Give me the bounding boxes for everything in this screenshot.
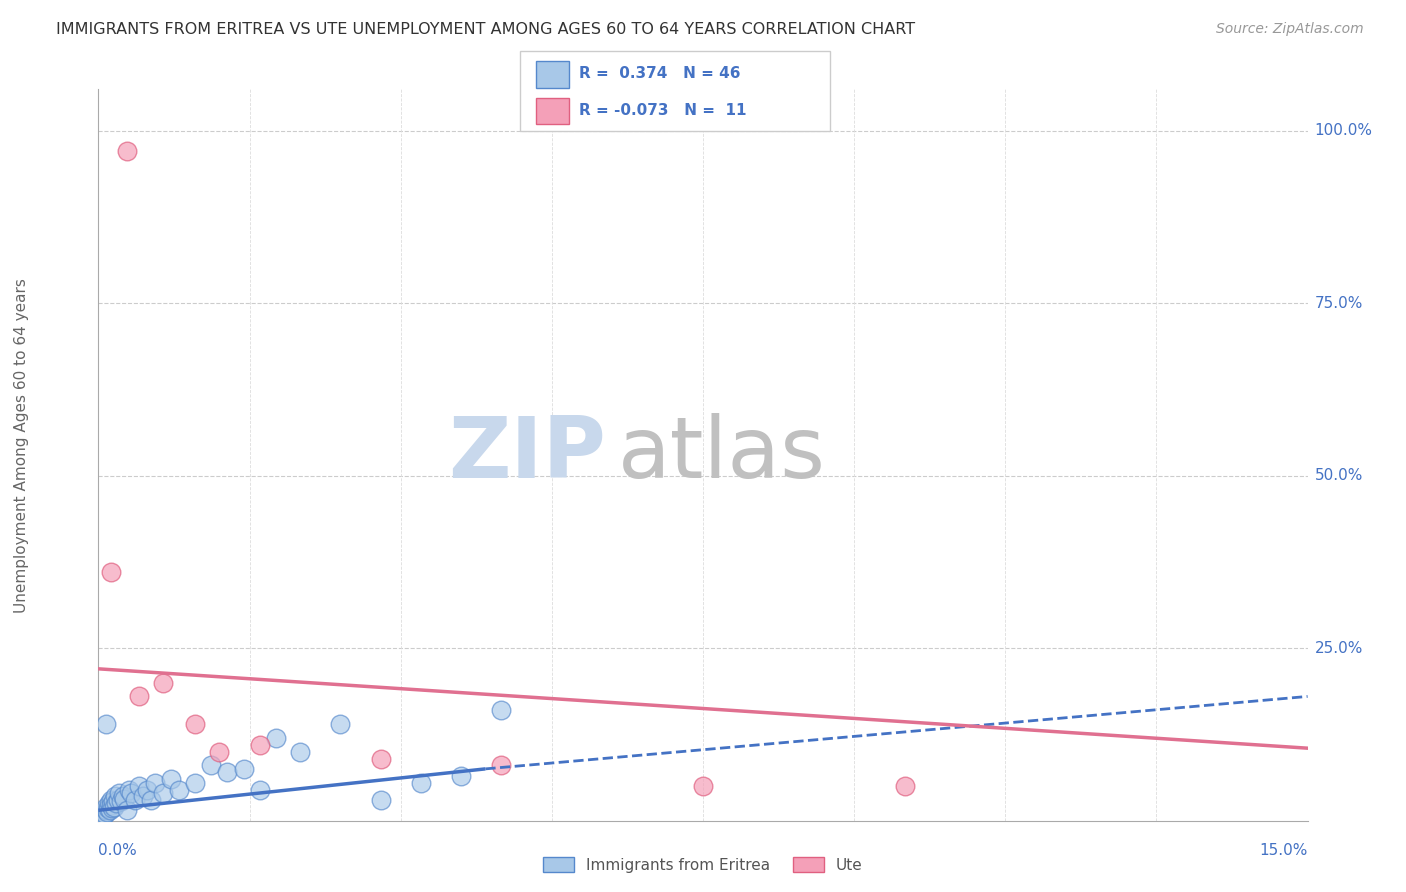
- Point: [491, 703, 513, 717]
- Point: [100, 793, 122, 807]
- Point: [152, 786, 174, 800]
- Point: [108, 786, 131, 800]
- Point: [491, 758, 513, 772]
- Point: [110, 794, 132, 808]
- Point: [249, 782, 271, 797]
- Point: [100, 566, 122, 580]
- Point: [105, 797, 128, 811]
- Text: R = -0.073   N =  11: R = -0.073 N = 11: [579, 103, 747, 118]
- Point: [100, 798, 122, 813]
- Text: 50.0%: 50.0%: [1315, 468, 1362, 483]
- Point: [118, 782, 141, 797]
- Point: [217, 765, 239, 780]
- Point: [160, 772, 183, 787]
- Text: atlas: atlas: [619, 413, 827, 497]
- Text: 0.0%: 0.0%: [98, 843, 138, 858]
- Text: 100.0%: 100.0%: [1315, 123, 1372, 138]
- Point: [288, 745, 311, 759]
- Point: [93, 808, 115, 822]
- Point: [128, 779, 150, 793]
- Point: [120, 786, 142, 800]
- Text: ZIP: ZIP: [449, 413, 606, 497]
- Point: [103, 800, 125, 814]
- Point: [128, 690, 150, 704]
- Point: [112, 791, 135, 805]
- Point: [94, 806, 117, 821]
- Point: [450, 769, 472, 783]
- Point: [91, 810, 114, 824]
- Point: [98, 803, 121, 817]
- Point: [115, 145, 138, 159]
- Point: [97, 801, 120, 815]
- Point: [103, 789, 125, 804]
- Point: [232, 762, 254, 776]
- Point: [135, 782, 157, 797]
- Point: [115, 803, 138, 817]
- Point: [692, 779, 714, 793]
- Point: [184, 775, 207, 789]
- Text: 75.0%: 75.0%: [1315, 295, 1362, 310]
- Point: [893, 779, 915, 793]
- Point: [200, 758, 222, 772]
- Point: [139, 793, 162, 807]
- Point: [101, 794, 124, 808]
- Point: [249, 738, 271, 752]
- Point: [329, 717, 352, 731]
- Text: IMMIGRANTS FROM ERITREA VS UTE UNEMPLOYMENT AMONG AGES 60 TO 64 YEARS CORRELATIO: IMMIGRANTS FROM ERITREA VS UTE UNEMPLOYM…: [56, 22, 915, 37]
- Text: 15.0%: 15.0%: [1260, 843, 1308, 858]
- Text: Source: ZipAtlas.com: Source: ZipAtlas.com: [1216, 22, 1364, 37]
- Point: [184, 717, 207, 731]
- Legend: Immigrants from Eritrea, Ute: Immigrants from Eritrea, Ute: [537, 851, 869, 879]
- Point: [94, 803, 117, 817]
- Point: [101, 801, 124, 815]
- Point: [124, 793, 146, 807]
- Point: [107, 793, 129, 807]
- Point: [370, 751, 392, 765]
- Point: [409, 775, 432, 789]
- Point: [97, 797, 120, 811]
- Point: [132, 789, 155, 804]
- Text: 25.0%: 25.0%: [1315, 640, 1362, 656]
- Point: [167, 782, 190, 797]
- Text: Unemployment Among Ages 60 to 64 years: Unemployment Among Ages 60 to 64 years: [14, 278, 28, 614]
- Point: [208, 745, 231, 759]
- Point: [143, 775, 166, 789]
- Point: [96, 717, 118, 731]
- Point: [96, 800, 118, 814]
- Point: [111, 789, 134, 804]
- Point: [370, 793, 392, 807]
- Text: R =  0.374   N = 46: R = 0.374 N = 46: [579, 66, 741, 81]
- Point: [264, 731, 287, 745]
- Point: [152, 675, 174, 690]
- Point: [96, 805, 118, 820]
